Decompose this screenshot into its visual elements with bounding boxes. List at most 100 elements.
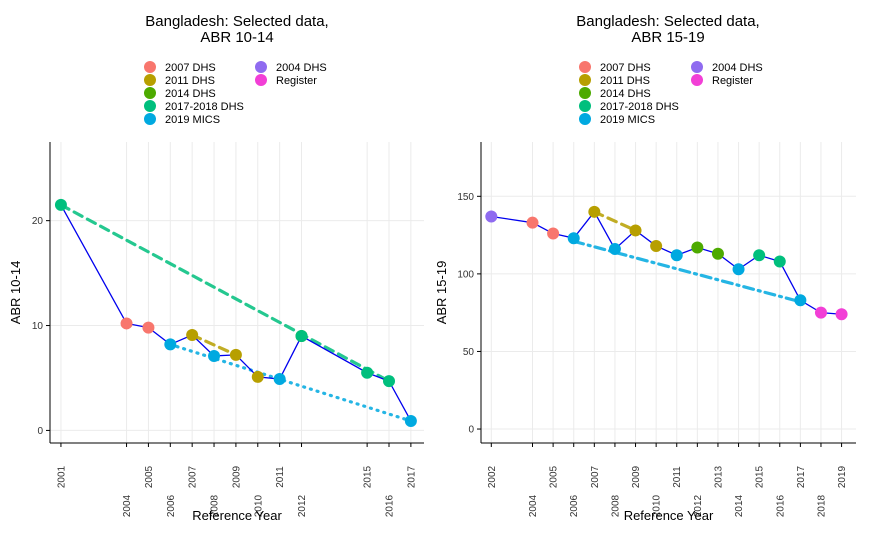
x-tick-label: 2007 [590,465,601,488]
y-tick-label: 150 [457,192,474,203]
data-point [547,227,560,240]
data-point [208,349,221,362]
x-tick-label: 2008 [210,494,221,517]
data-point [670,249,683,262]
y-tick-label: 0 [468,425,474,436]
data-point [361,366,374,379]
data-point [186,328,199,341]
chart-title: ABR 15-19 [631,29,704,46]
chart-panel-2: Bangladesh: Selected data,ABR 15-192007 … [434,13,856,523]
data-point [650,239,663,252]
x-axis-title: Reference Year [624,508,714,523]
legend-label: 2017-2018 DHS [165,101,244,113]
data-point [54,198,67,211]
x-tick-label: 2016 [775,494,786,517]
data-point [835,308,848,321]
data-point [753,249,766,262]
x-tick-label: 2010 [253,494,264,517]
chart-title: ABR 10-14 [200,29,273,46]
x-tick-label: 2011 [672,466,683,488]
data-point [273,373,286,386]
x-tick-label: 2013 [713,465,724,488]
legend-key [255,74,267,86]
data-point [120,317,133,330]
x-tick-label: 2009 [631,465,642,488]
y-axis-title: ABR 10-14 [8,261,23,325]
legend-key [579,61,591,73]
data-point [251,370,264,383]
legend-label: 2004 DHS [712,62,763,74]
y-tick-label: 0 [37,426,43,437]
chart-panel-1: Bangladesh: Selected data,ABR 10-142007 … [8,13,424,523]
x-tick-label: 2018 [816,494,827,517]
x-tick-label: 2011 [275,466,286,488]
x-tick-label: 2012 [693,494,704,517]
x-tick-label: 2007 [188,465,199,488]
data-point [142,321,155,334]
chart-title: Bangladesh: Selected data, [145,13,328,30]
data-point [526,216,539,229]
x-tick-label: 2009 [231,465,242,488]
legend-key [144,74,156,86]
legend-label: 2014 DHS [600,88,651,100]
x-tick-label: 2005 [144,465,155,488]
legend-key [579,100,591,112]
trend-line [190,333,238,357]
x-tick-label: 2012 [297,494,308,517]
y-tick-label: 10 [32,321,44,332]
trend-line [59,203,391,383]
x-tick-label: 2005 [549,465,560,488]
y-axis-title: ABR 15-19 [434,261,449,325]
legend-key [691,74,703,86]
data-point [588,205,601,218]
data-point [229,348,242,361]
y-tick-label: 20 [32,216,44,227]
legend-label: 2019 MICS [600,114,655,126]
x-tick-label: 2019 [837,465,848,488]
data-point [629,224,642,237]
legend-label: Register [276,75,317,87]
legend-key [144,87,156,99]
legend-key [579,87,591,99]
y-tick-label: 100 [457,269,474,280]
legend-label: 2007 DHS [600,62,651,74]
data-point [567,232,580,245]
data-point [732,263,745,276]
x-tick-label: 2004 [528,494,539,517]
data-point [164,338,177,351]
data-point [814,306,827,319]
trend-line [592,210,638,233]
legend-key [579,113,591,125]
legend-label: 2017-2018 DHS [600,101,679,113]
data-point [608,243,621,256]
y-tick-label: 50 [463,347,475,358]
x-tick-label: 2006 [166,494,177,517]
x-tick-label: 2016 [385,494,396,517]
data-point [773,255,786,268]
chart-title: Bangladesh: Selected data, [576,13,759,30]
legend-label: 2011 DHS [600,75,650,87]
data-point [404,414,417,427]
x-tick-label: 2014 [734,494,745,517]
data-point [485,210,498,223]
x-tick-label: 2017 [406,465,417,488]
legend-key [144,100,156,112]
legend-label: 2014 DHS [165,88,216,100]
x-tick-label: 2010 [652,494,663,517]
trend-line [168,342,413,423]
x-tick-label: 2001 [56,465,67,488]
x-axis-title: Reference Year [192,508,282,523]
data-point [295,330,308,343]
data-point [794,294,807,307]
x-tick-label: 2008 [610,494,621,517]
legend-label: 2004 DHS [276,62,327,74]
x-tick-label: 2015 [363,465,374,488]
legend-key [144,113,156,125]
legend-key [255,61,267,73]
legend-key [144,61,156,73]
legend-key [691,61,703,73]
legend-label: 2019 MICS [165,114,220,126]
legend-label: Register [712,75,753,87]
